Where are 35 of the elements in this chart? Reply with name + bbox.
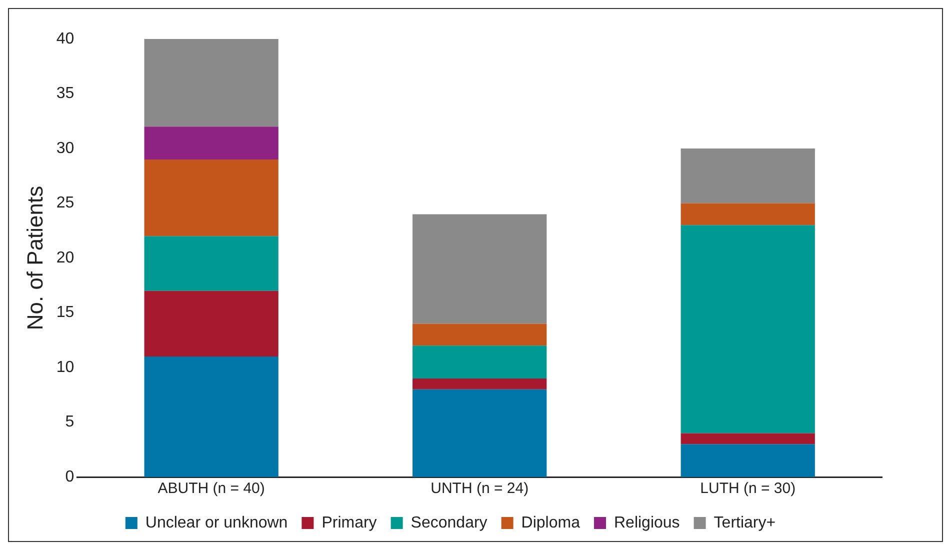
y-tick-label: 10 bbox=[56, 358, 74, 376]
legend-label: Primary bbox=[322, 514, 377, 532]
x-tick-label: ABUTH (n = 40) bbox=[158, 480, 265, 498]
bar bbox=[412, 214, 547, 324]
y-axis-title: No. of Patients bbox=[22, 186, 48, 330]
bar bbox=[144, 159, 278, 236]
legend-label: Tertiary+ bbox=[714, 514, 776, 532]
bar bbox=[144, 356, 278, 477]
bar bbox=[144, 236, 278, 291]
bar bbox=[144, 126, 278, 160]
y-tick-label: 15 bbox=[56, 304, 74, 322]
bar bbox=[412, 324, 547, 346]
y-tick-label: 35 bbox=[56, 85, 74, 102]
legend-label: Unclear or unknown bbox=[145, 514, 288, 532]
x-tick-label: UNTH (n = 24) bbox=[430, 480, 529, 498]
y-tick-label: 25 bbox=[56, 194, 74, 212]
bar bbox=[144, 290, 278, 357]
bar bbox=[412, 346, 547, 378]
y-tick-label: 40 bbox=[56, 30, 74, 48]
bar bbox=[680, 444, 815, 477]
bar bbox=[680, 203, 815, 226]
legend-label: Secondary bbox=[410, 514, 488, 532]
bar bbox=[680, 225, 815, 434]
legend-label: Diploma bbox=[521, 514, 580, 532]
bar bbox=[412, 389, 547, 477]
legend-label: Religious bbox=[614, 514, 680, 532]
bar bbox=[144, 39, 278, 127]
y-tick-label: 0 bbox=[65, 468, 74, 486]
y-tick-label: 30 bbox=[56, 140, 74, 157]
x-tick-label: LUTH (n = 30) bbox=[700, 480, 796, 498]
y-tick-label: 20 bbox=[56, 249, 74, 266]
y-tick-label: 5 bbox=[65, 414, 74, 431]
bar bbox=[412, 378, 547, 390]
bar bbox=[680, 433, 815, 444]
bar bbox=[680, 148, 815, 204]
